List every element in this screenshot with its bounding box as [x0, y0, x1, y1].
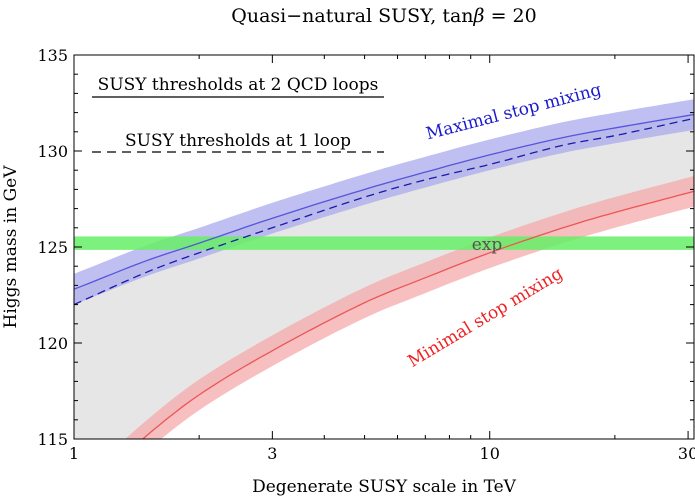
- experimental-band-layer: [74, 236, 694, 250]
- legend: SUSY thresholds at 2 QCD loops SUSY thre…: [92, 75, 384, 153]
- line-minimal-stop-mixing-2loop: [141, 190, 694, 439]
- chart-title-suffix: = 20: [485, 5, 537, 27]
- x-axis-label: Degenerate SUSY scale in TeV: [252, 477, 517, 497]
- chart-title: Quasi−natural SUSY, tanβ = 20: [231, 5, 536, 27]
- x-tick-label: 1: [69, 444, 79, 463]
- chart-title-beta: β: [473, 5, 485, 27]
- line-maximal-stop-mixing-2loop: [74, 113, 694, 290]
- series-lines-layer: [74, 113, 694, 439]
- y-tick-label: 115: [37, 430, 68, 449]
- chart-title-prefix: Quasi−natural SUSY, tan: [231, 5, 473, 27]
- legend-label-2loop: SUSY thresholds at 2 QCD loops: [98, 75, 379, 95]
- band-maximal-stop-mixing: [74, 99, 694, 305]
- y-tick-label: 135: [37, 46, 68, 65]
- x-tick-label: 10: [480, 444, 500, 463]
- y-axis-label: Higgs mass in GeV: [1, 165, 21, 329]
- y-tick-label: 125: [37, 238, 68, 257]
- axis-ticks-layer: 1 3 10 30 115 120 125 130 135: [37, 46, 695, 463]
- legend-label-1loop: SUSY thresholds at 1 loop: [125, 131, 351, 151]
- shaded-region-layer: [74, 114, 694, 439]
- experimental-band: [74, 236, 694, 250]
- line-maximal-stop-mixing-1loop: [74, 117, 694, 306]
- annotation-exp: exp: [472, 235, 503, 255]
- y-tick-label: 130: [37, 142, 68, 161]
- x-tick-label: 3: [267, 444, 277, 463]
- y-tick-label: 120: [37, 334, 68, 353]
- x-tick-label: 30: [678, 444, 695, 463]
- shaded-region: [74, 114, 694, 439]
